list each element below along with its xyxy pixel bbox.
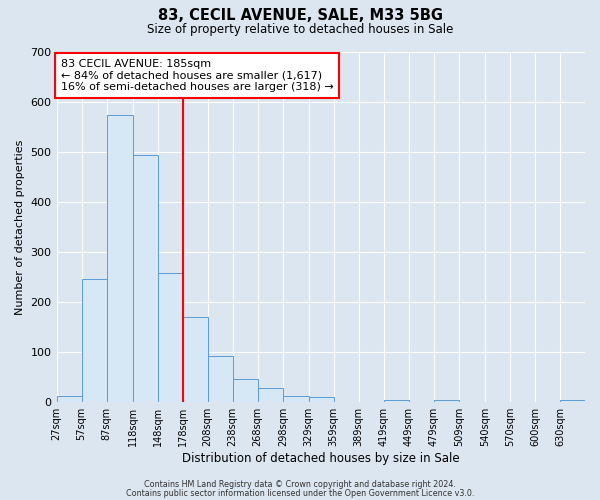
Bar [107,115,133,402]
Text: Contains public sector information licensed under the Open Government Licence v3: Contains public sector information licen… [126,488,474,498]
Text: 83, CECIL AVENUE, SALE, M33 5BG: 83, CECIL AVENUE, SALE, M33 5BG [157,8,443,22]
Text: Size of property relative to detached houses in Sale: Size of property relative to detached ho… [147,22,453,36]
Text: 83 CECIL AVENUE: 185sqm
← 84% of detached houses are smaller (1,617)
16% of semi: 83 CECIL AVENUE: 185sqm ← 84% of detache… [61,59,334,92]
Bar [158,273,182,402]
Bar [258,388,283,402]
Bar [82,280,107,402]
Bar [434,400,459,402]
Text: Contains HM Land Registry data © Crown copyright and database right 2024.: Contains HM Land Registry data © Crown c… [144,480,456,489]
Bar [384,400,409,402]
Bar [208,356,233,402]
Bar [233,378,258,402]
Bar [133,155,158,402]
Bar [560,400,585,402]
Bar [182,317,208,402]
Bar [308,397,334,402]
Bar [283,396,308,402]
X-axis label: Distribution of detached houses by size in Sale: Distribution of detached houses by size … [182,452,460,465]
Bar [56,396,82,402]
Y-axis label: Number of detached properties: Number of detached properties [15,139,25,314]
